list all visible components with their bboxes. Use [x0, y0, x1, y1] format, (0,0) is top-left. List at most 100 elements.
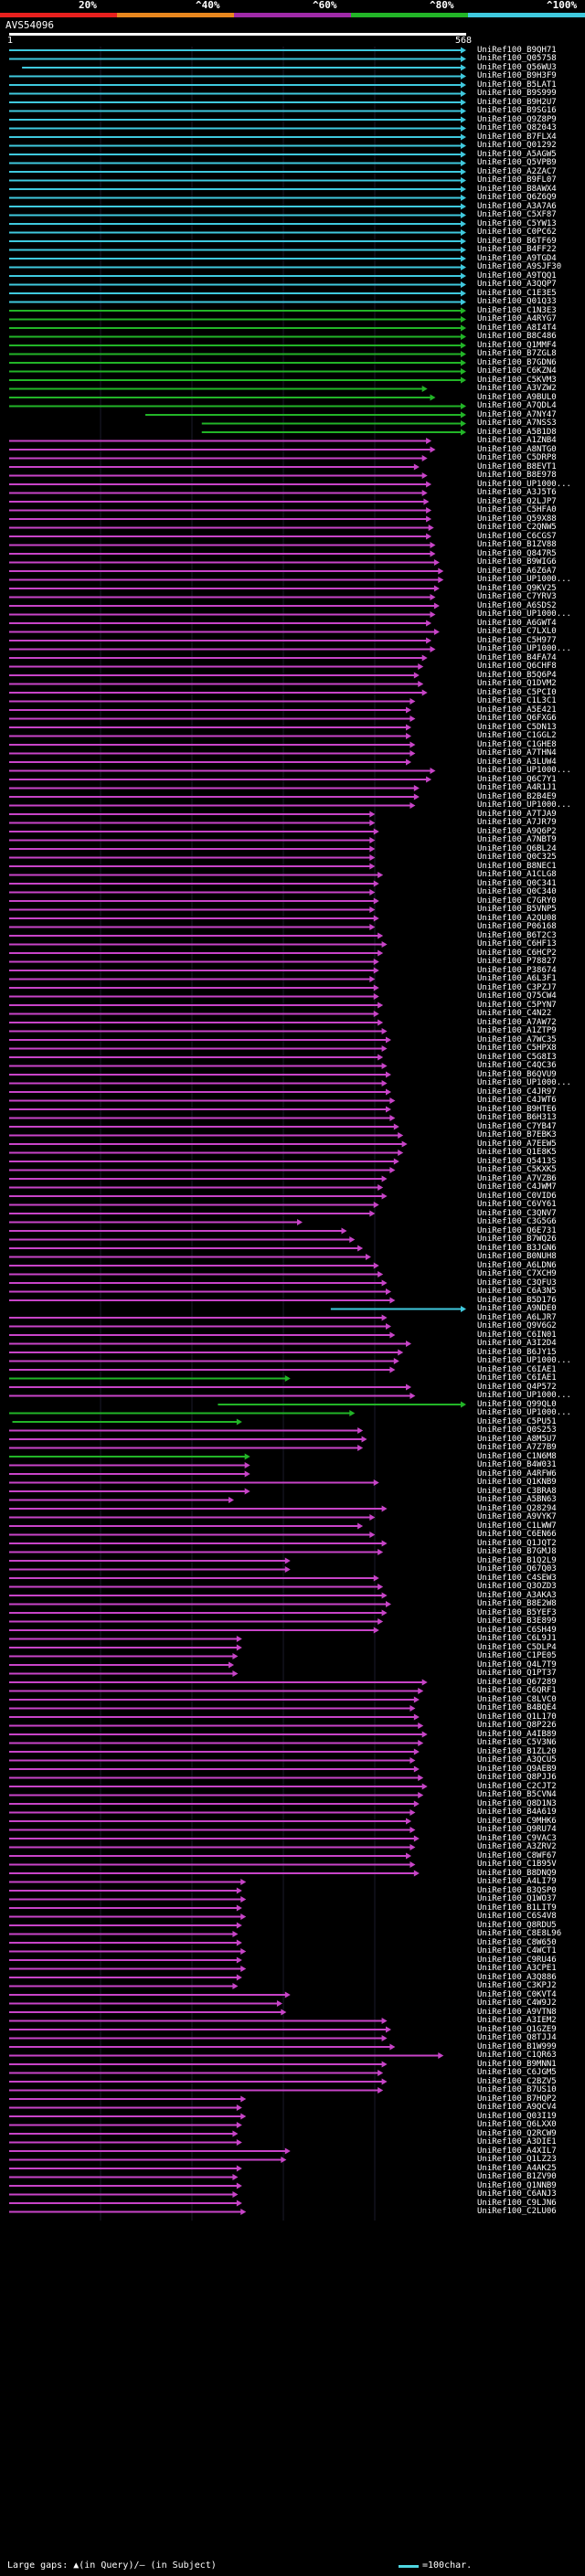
hit-label[interactable]: UniRef100_B1LIT9: [477, 1903, 557, 1913]
hit-label[interactable]: UniRef100_C6CGS7: [477, 531, 557, 541]
hit-label[interactable]: UniRef100_Q6C7Y1: [477, 774, 557, 784]
hit-label[interactable]: UniRef100_C2BZV5: [477, 2076, 557, 2086]
hit-label[interactable]: UniRef100_C5XF87: [477, 210, 557, 219]
hit-label[interactable]: UniRef100_C6KZN4: [477, 366, 557, 376]
hit-label[interactable]: UniRef100_B9H2U7: [477, 97, 557, 107]
hit-label[interactable]: UniRef100_UP1000...: [477, 479, 571, 489]
hit-label[interactable]: UniRef100_C6VY61: [477, 1200, 557, 1209]
hit-label[interactable]: UniRef100_C9MHK6: [477, 1816, 557, 1826]
hit-label[interactable]: UniRef100_A5BN63: [477, 1495, 557, 1504]
hit-label[interactable]: UniRef100_UP1000...: [477, 575, 571, 584]
hit-label[interactable]: UniRef100_UP1000...: [477, 1356, 571, 1365]
hit-label[interactable]: UniRef100_C6ANJ3: [477, 2189, 557, 2199]
hit-label[interactable]: UniRef100_Q6Z6Q9: [477, 193, 557, 202]
hit-label[interactable]: UniRef100_C6IAE1: [477, 1373, 557, 1383]
hit-label[interactable]: UniRef100_C2QNW5: [477, 523, 557, 532]
hit-label[interactable]: UniRef100_C5DN13: [477, 722, 557, 732]
hit-label[interactable]: UniRef100_B8EVT1: [477, 461, 557, 472]
hit-label[interactable]: UniRef100_B4FA74: [477, 652, 557, 663]
hit-label[interactable]: UniRef100_A6LJR7: [477, 1312, 557, 1322]
hit-label[interactable]: UniRef100_B7HQP2: [477, 2094, 557, 2104]
hit-label[interactable]: UniRef100_Q9RU74: [477, 1825, 557, 1834]
hit-label[interactable]: UniRef100_B8NEC1: [477, 861, 557, 871]
hit-label[interactable]: UniRef100_B1Q2L9: [477, 1555, 557, 1565]
hit-label[interactable]: UniRef100_A7AW72: [477, 1017, 557, 1027]
hit-label[interactable]: UniRef100_B1ZV88: [477, 540, 557, 549]
hit-label[interactable]: UniRef100_C1LWW7: [477, 1521, 557, 1531]
hit-label[interactable]: UniRef100_Q56WU3: [477, 62, 557, 72]
hit-label[interactable]: UniRef100_Q82043: [477, 123, 557, 133]
hit-label[interactable]: UniRef100_B7GMJ8: [477, 1547, 557, 1556]
hit-label[interactable]: UniRef100_B8DNQ9: [477, 1868, 557, 1878]
hit-label[interactable]: UniRef100_C4JWM7: [477, 1182, 557, 1192]
hit-label[interactable]: UniRef100_C1GHE8: [477, 739, 557, 749]
hit-label[interactable]: UniRef100_C1L3C1: [477, 696, 557, 705]
hit-label[interactable]: UniRef100_Q6CHF8: [477, 662, 557, 671]
hit-label[interactable]: UniRef100_C5KVM3: [477, 375, 557, 385]
hit-label[interactable]: UniRef100_UP1000...: [477, 610, 571, 619]
hit-label[interactable]: UniRef100_B5LAT1: [477, 80, 557, 90]
hit-label[interactable]: UniRef100_Q67289: [477, 1677, 557, 1687]
hit-label[interactable]: UniRef100_A3IEM2: [477, 2016, 557, 2025]
hit-label[interactable]: UniRef100_C5H977: [477, 635, 557, 645]
hit-label[interactable]: UniRef100_Q05758: [477, 54, 557, 63]
hit-label[interactable]: UniRef100_A3J5T6: [477, 488, 557, 497]
hit-label[interactable]: UniRef100_C3PZJ7: [477, 982, 557, 992]
hit-label[interactable]: UniRef100_B5Q6P4: [477, 670, 557, 680]
hit-label[interactable]: UniRef100_C8W650: [477, 1937, 557, 1947]
hit-label[interactable]: UniRef100_A7NY47: [477, 409, 557, 419]
hit-label[interactable]: UniRef100_B4BQE4: [477, 1703, 557, 1712]
hit-label[interactable]: UniRef100_B9QH71: [477, 45, 557, 55]
hit-label[interactable]: UniRef100_C1B95V: [477, 1860, 557, 1869]
hit-label[interactable]: UniRef100_C9LJN6: [477, 2198, 557, 2208]
hit-label[interactable]: UniRef100_C6QRF1: [477, 1686, 557, 1695]
hit-label[interactable]: UniRef100_A4RYG7: [477, 314, 557, 323]
hit-label[interactable]: UniRef100_B1ZV90: [477, 2172, 557, 2181]
hit-label[interactable]: UniRef100_C1PE05: [477, 1651, 557, 1660]
hit-label[interactable]: UniRef100_A3QCU5: [477, 1755, 557, 1765]
hit-label[interactable]: UniRef100_Q9AEB9: [477, 1764, 557, 1774]
hit-label[interactable]: UniRef100_A7VZB6: [477, 1173, 557, 1183]
hit-label[interactable]: UniRef100_C6A3N5: [477, 1287, 557, 1296]
hit-label[interactable]: UniRef100_C1N3E3: [477, 305, 557, 315]
hit-label[interactable]: UniRef100_B5VNP5: [477, 905, 557, 914]
hit-label[interactable]: UniRef100_Q1PT37: [477, 1669, 557, 1678]
hit-label[interactable]: UniRef100_C4JR97: [477, 1087, 557, 1097]
hit-label[interactable]: UniRef100_Q99QL0: [477, 1399, 557, 1409]
hit-label[interactable]: UniRef100_Q4L7T9: [477, 1659, 557, 1670]
hit-label[interactable]: UniRef100_A9VTN8: [477, 2007, 557, 2017]
hit-label[interactable]: UniRef100_C0VID6: [477, 1191, 557, 1201]
hit-label[interactable]: UniRef100_A5AGW5: [477, 149, 557, 159]
hit-label[interactable]: UniRef100_C8WF67: [477, 1850, 557, 1860]
hit-label[interactable]: UniRef100_Q9KV25: [477, 583, 557, 593]
hit-label[interactable]: UniRef100_C5HFA0: [477, 505, 557, 514]
hit-label[interactable]: UniRef100_A9QCV4: [477, 2103, 557, 2112]
hit-label[interactable]: UniRef100_A3QQP7: [477, 280, 557, 289]
hit-label[interactable]: UniRef100_A4RFW6: [477, 1468, 557, 1479]
hit-label[interactable]: UniRef100_Q03I19: [477, 2111, 557, 2121]
hit-label[interactable]: UniRef100_Q847R5: [477, 548, 557, 558]
hit-label[interactable]: UniRef100_A9NDE0: [477, 1304, 557, 1313]
hit-label[interactable]: UniRef100_A4R1J1: [477, 783, 557, 792]
hit-label[interactable]: UniRef100_B7GDN6: [477, 357, 557, 367]
hit-label[interactable]: UniRef100_Q1GZE9: [477, 2024, 557, 2034]
hit-label[interactable]: UniRef100_B1ZL20: [477, 1746, 557, 1756]
hit-label[interactable]: UniRef100_B9HTE6: [477, 1104, 557, 1114]
hit-label[interactable]: UniRef100_A7WC35: [477, 1034, 557, 1044]
hit-label[interactable]: UniRef100_UP1000...: [477, 1408, 571, 1417]
hit-label[interactable]: UniRef100_A3Q886: [477, 1972, 557, 1982]
hit-label[interactable]: UniRef100_A4IB89: [477, 1729, 557, 1739]
hit-label[interactable]: UniRef100_Q4P572: [477, 1382, 557, 1392]
hit-label[interactable]: UniRef100_Q1DVM2: [477, 679, 557, 688]
hit-label[interactable]: UniRef100_B6QVU9: [477, 1069, 557, 1079]
hit-label[interactable]: UniRef100_C4W9J2: [477, 1998, 557, 2008]
hit-label[interactable]: UniRef100_A8I4T4: [477, 323, 557, 333]
hit-label[interactable]: UniRef100_C5G8I3: [477, 1052, 557, 1062]
hit-label[interactable]: UniRef100_B7FLX4: [477, 132, 557, 142]
hit-label[interactable]: UniRef100_A4LI79: [477, 1877, 557, 1886]
hit-label[interactable]: UniRef100_Q01292: [477, 141, 557, 150]
hit-label[interactable]: UniRef100_Q6E731: [477, 1225, 557, 1235]
hit-label[interactable]: UniRef100_C2CJT2: [477, 1781, 557, 1791]
hit-label[interactable]: UniRef100_A5B1D8: [477, 427, 557, 437]
hit-label[interactable]: UniRef100_B5CVN4: [477, 1790, 557, 1799]
